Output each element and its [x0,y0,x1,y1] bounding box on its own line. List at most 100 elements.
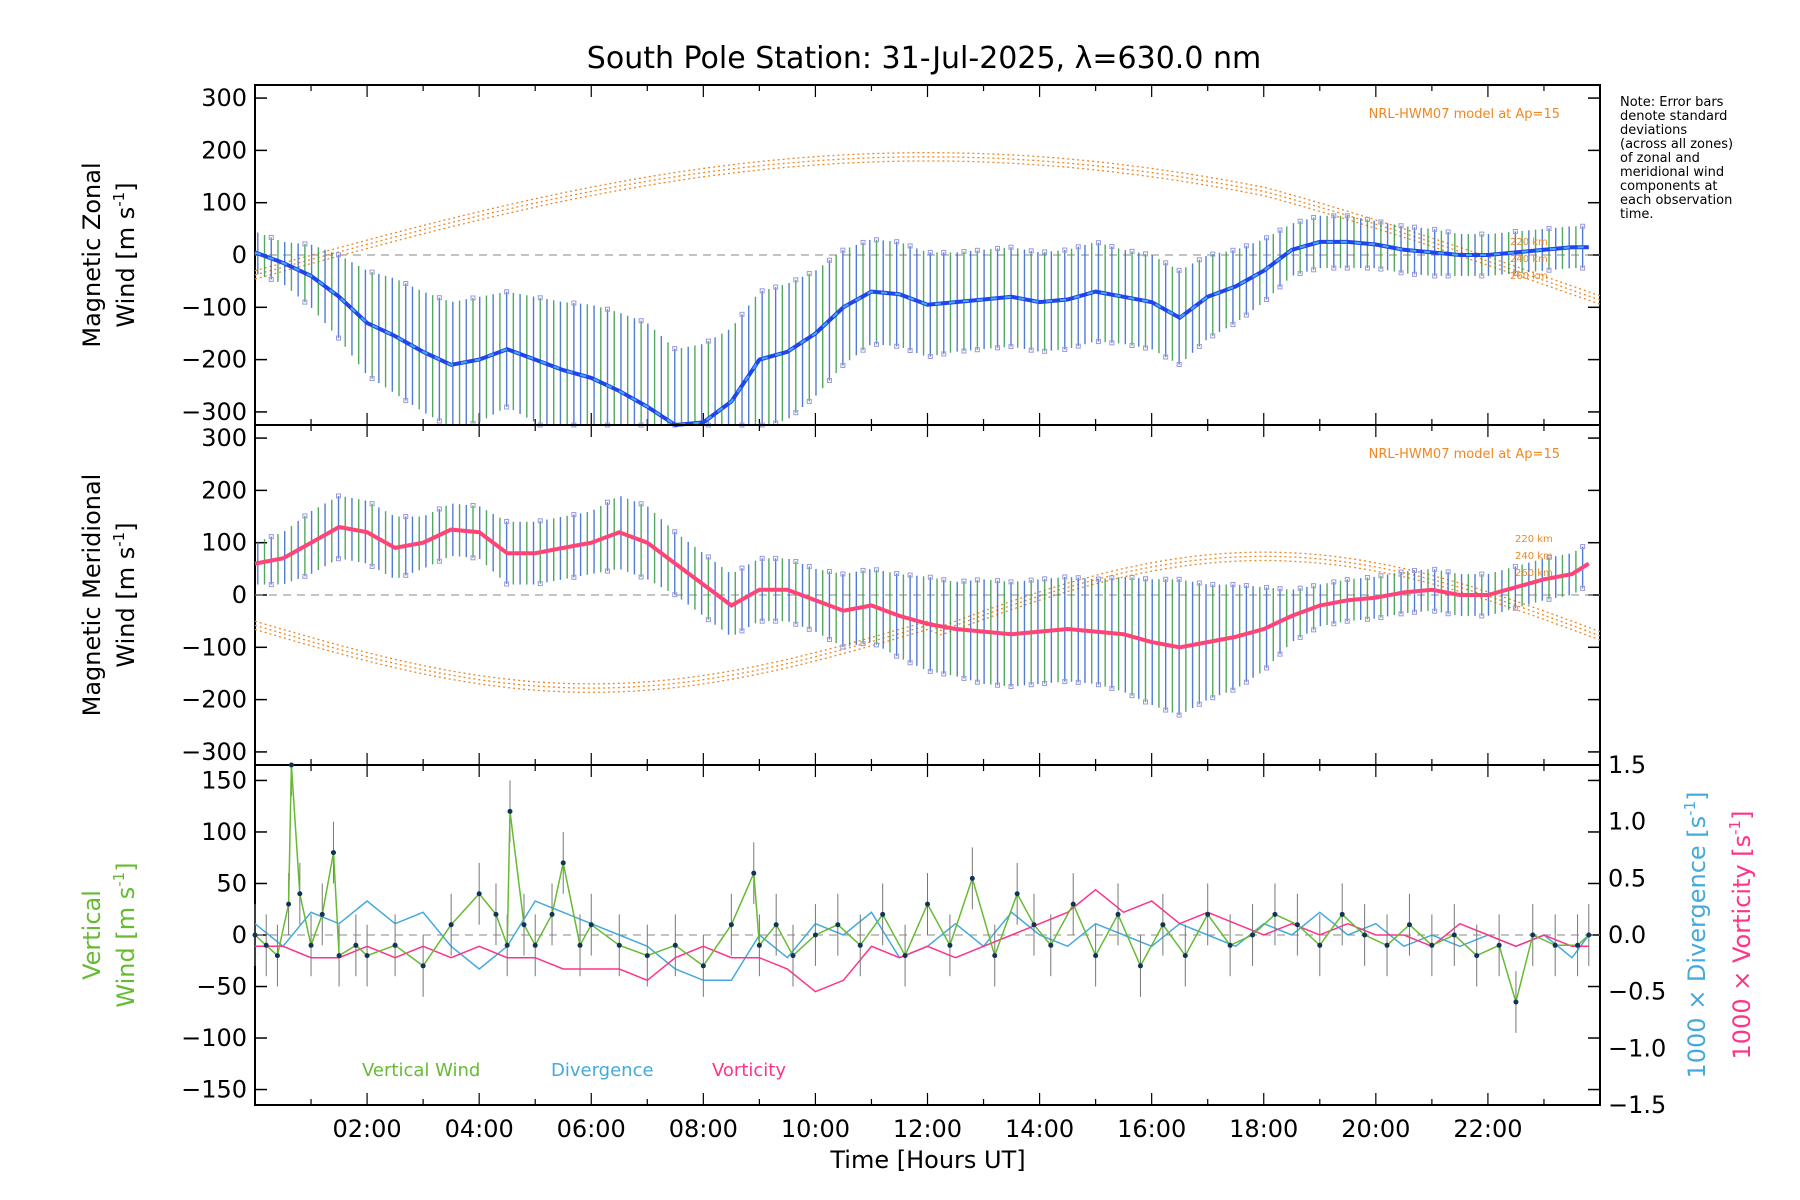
vertical-wind-point [263,942,269,948]
vertical-wind-point [297,891,303,897]
vertical-wind-point [835,922,841,928]
scatter-point [1364,574,1370,580]
scatter-point [369,376,375,382]
scatter-point [1378,573,1384,579]
vertical-wind-point [1093,953,1099,959]
scatter-point [1479,231,1485,237]
chart-title: South Pole Station: 31-Jul-2025, λ=630.0… [587,41,1261,76]
scatter-point [995,682,1001,688]
scatter-point [773,284,779,290]
zonal-y-axis: −300 −200 −100 0 100 200 300 [181,84,1600,426]
model-curve [254,559,1601,693]
time-x-axis: 02:00 04:00 06:00 08:00 10:00 12:00 14:00 16:00… [332,1115,1522,1143]
vertical-y-label-line1: Vertical [78,890,106,980]
divergence-y2-label: 1000 × Divergence [s-1] [1681,791,1711,1078]
scatter-point [1364,265,1370,271]
scatter-point [894,571,900,577]
scatter-point [1163,576,1169,582]
x-tick-label: 22:00 [1453,1115,1522,1143]
scatter-point [537,518,543,524]
scatter-point [1297,585,1303,591]
scatter-point [705,554,711,560]
meridional-panel: −300 −200 −100 0 100 200 300 NRL-HWM07 model a… [78,424,1601,766]
scatter-point [1196,257,1202,263]
scatter-point [840,644,846,650]
vertical-wind-point [1362,932,1368,938]
scatter-point [860,641,866,647]
scatter-point [1243,243,1249,249]
scatter-point [1277,227,1283,233]
model-curve [254,160,1601,305]
meridional-y-label-close: ] [112,522,140,531]
scatter-point [369,269,375,275]
zonal-model-label: NRL-HWM07 model at Ap=15 [1369,107,1560,122]
scatter-point [739,565,745,571]
vertical-wind-point [448,922,454,928]
vertical-wind-line [254,764,1590,1005]
scatter-point [705,617,711,623]
scatter-point [1344,576,1350,582]
y-tick-label: 0 [232,241,247,269]
y-tick-label: 150 [201,766,247,794]
y-tick-label: 100 [201,529,247,557]
x-tick-label: 02:00 [332,1115,401,1143]
scatter-point [605,568,611,574]
vertical-wind-point [1513,999,1519,1005]
scatter-point [1546,225,1552,231]
y-tick-label: 0 [232,581,247,609]
vertical-wind-point [392,942,398,948]
vertical-wind-point [925,901,930,907]
scatter-point [1432,566,1438,572]
scatter-point [806,564,812,570]
vertical-panel: −150 −100 −50 0 50 100 150 −1.5 −1.0 −0.5 0.0 0.5 1… [78,751,1756,1174]
scatter-point [1176,267,1182,273]
scatter-point [470,503,476,509]
scatter-point [1109,575,1115,581]
scatter-point [571,512,577,518]
x-tick-label: 12:00 [893,1115,962,1143]
vertical-wind-point [319,911,325,917]
scatter-point [1512,229,1518,235]
scatter-point [470,555,476,561]
vertical-y-label-unit: Wind [m s [112,887,140,1008]
scatter-point [605,499,611,505]
scatter-point [1176,712,1182,718]
scatter-point [1331,213,1337,219]
vertical-data [252,762,1600,1033]
scatter-point [302,299,308,305]
vertical-wind-point [1496,942,1502,948]
scatter-point [1230,582,1236,588]
scatter-point [1412,609,1418,615]
vertical-wind-point [790,953,796,959]
zonal-y-label-unit: Wind [m s [112,207,140,328]
scatter-point [504,404,510,410]
scatter-point [1143,345,1149,351]
zonal-y-label-line2: Wind [m s-1] [110,182,140,327]
meridional-y-label-line2: Wind [m s-1] [110,522,140,667]
vertical-wind-point [902,953,908,959]
y-tick-label: 100 [201,818,247,846]
scatter-point [1311,627,1317,633]
note-text: Note: Error bars denote standard deviati… [1620,95,1733,222]
scatter-point [1546,267,1552,273]
vertical-wind-point [507,808,513,814]
scatter-point [1580,585,1586,591]
scatter-point [1109,340,1115,346]
scatter-point [1062,574,1068,580]
y-tick-label: 100 [201,189,247,217]
zonal-y-label-line1: Magnetic Zonal [78,162,106,347]
y2-tick-label: 0.0 [1608,921,1646,949]
scatter-point [268,582,274,588]
scatter-point [1412,567,1418,573]
vertical-wind-point [330,850,336,856]
zonal-mean-line-overlay [254,240,1589,427]
vertical-wind-point [308,942,314,948]
note-line: Note: Error bars [1620,95,1724,110]
scatter-point [1008,579,1014,585]
scatter-point [793,559,799,565]
scatter-point [894,239,900,245]
scatter-point [1210,251,1216,257]
divergence-y2-label-main: 1000 × Divergence [s [1683,816,1711,1079]
vertical-wind-point [1575,942,1581,948]
scatter-point [470,295,476,301]
